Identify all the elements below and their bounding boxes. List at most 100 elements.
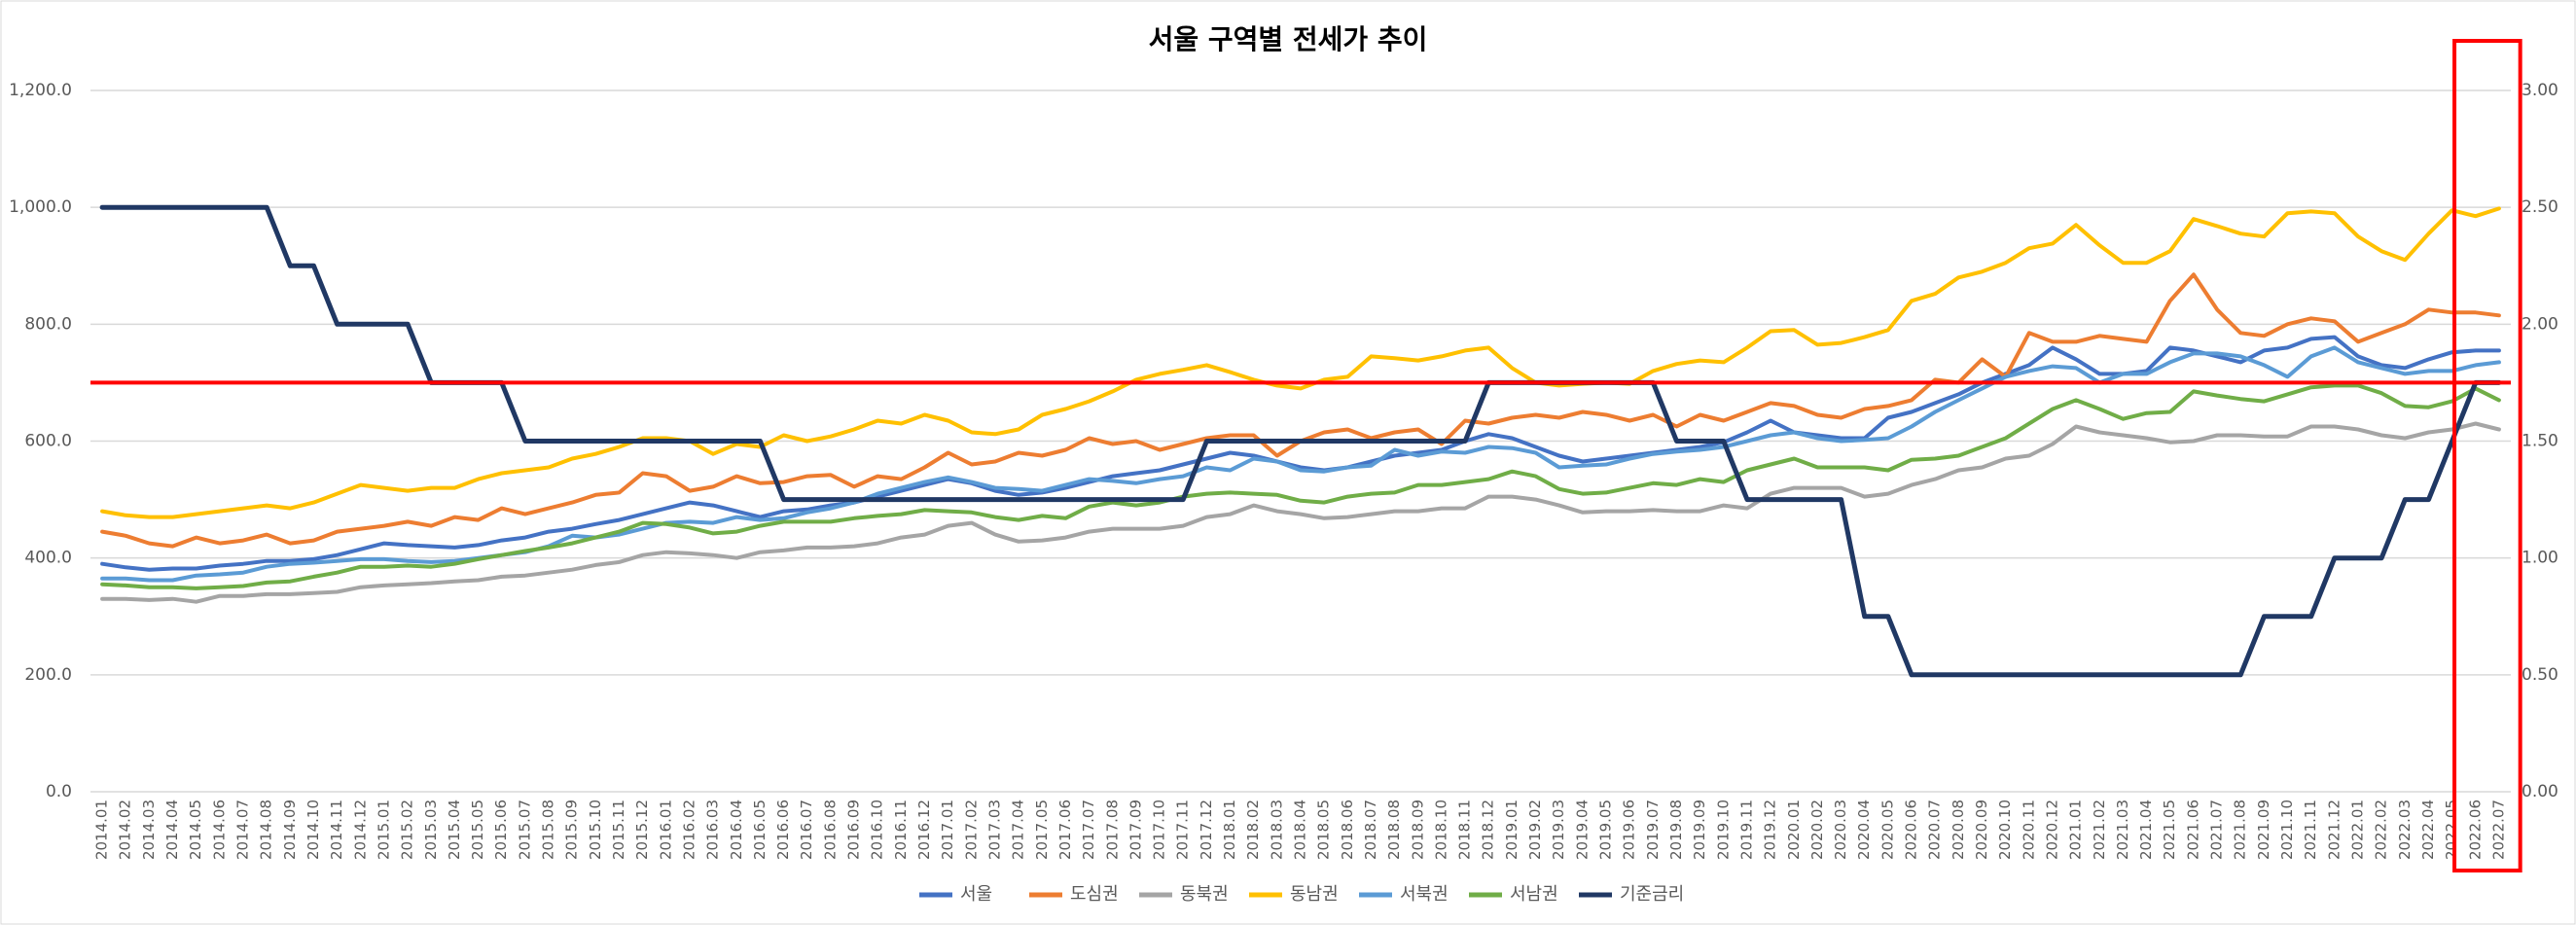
- x-tick-label: 2022.06: [2466, 800, 2484, 860]
- x-tick-label: 2014.06: [210, 800, 228, 860]
- x-tick-label: 2018.02: [1244, 800, 1262, 860]
- x-tick-label: 2020.02: [1808, 800, 1826, 860]
- x-tick-label: 2019.06: [1621, 800, 1638, 860]
- x-tick-label: 2020.01: [1785, 800, 1803, 860]
- x-tick-label: 2015.09: [563, 800, 581, 860]
- x-tick-label: 2016.08: [821, 800, 839, 860]
- y2-tick-label: 0.00: [2522, 782, 2558, 801]
- x-tick-label: 2018.06: [1339, 800, 1356, 860]
- legend-label: 동북권: [1180, 884, 1229, 905]
- x-tick-label: 2020.04: [1855, 800, 1873, 860]
- x-tick-label: 2015.02: [399, 800, 416, 860]
- y-tick-label: 200.0: [24, 665, 72, 685]
- x-tick-label: 2014.09: [281, 800, 299, 860]
- x-tick-label: 2020.12: [2043, 800, 2060, 860]
- x-tick-label: 2017.06: [1056, 800, 1074, 860]
- x-tick-label: 2018.01: [1221, 800, 1238, 860]
- x-tick-label: 2017.02: [962, 800, 980, 860]
- x-tick-label: 2021.01: [2067, 800, 2085, 860]
- y-tick-label: 600.0: [24, 432, 72, 451]
- legend-label: 기준금리: [1620, 884, 1684, 905]
- x-tick-label: 2022.07: [2489, 800, 2507, 860]
- x-tick-label: 2015.12: [633, 800, 651, 860]
- x-tick-label: 2018.03: [1268, 800, 1285, 860]
- legend-label: 서울: [960, 884, 992, 905]
- x-tick-label: 2017.03: [985, 800, 1003, 860]
- x-tick-label: 2022.03: [2396, 800, 2414, 860]
- y2-tick-label: 1.50: [2522, 432, 2558, 451]
- x-tick-label: 2014.05: [187, 800, 204, 860]
- x-tick-label: 2014.03: [140, 800, 158, 860]
- x-tick-label: 2020.09: [1973, 800, 1990, 860]
- x-tick-label: 2019.08: [1667, 800, 1685, 860]
- legend-label: 서북권: [1400, 884, 1449, 905]
- x-tick-label: 2016.10: [869, 800, 886, 860]
- x-tick-label: 2015.08: [540, 800, 557, 860]
- x-tick-label: 2018.04: [1292, 800, 1309, 860]
- x-tick-label: 2021.04: [2137, 800, 2155, 860]
- x-tick-label: 2021.02: [2091, 800, 2108, 860]
- y2-tick-label: 0.50: [2522, 665, 2558, 685]
- x-tick-label: 2017.08: [1103, 800, 1121, 860]
- x-tick-label: 2016.05: [751, 800, 769, 860]
- x-tick-label: 2021.12: [2325, 800, 2343, 860]
- x-tick-label: 2017.07: [1080, 800, 1097, 860]
- y2-tick-label: 2.00: [2522, 314, 2558, 334]
- x-tick-label: 2015.05: [469, 800, 486, 860]
- x-tick-label: 2018.12: [1480, 800, 1497, 860]
- x-tick-label: 2021.03: [2114, 800, 2131, 860]
- x-tick-label: 2019.07: [1644, 800, 1662, 860]
- x-tick-label: 2019.05: [1597, 800, 1615, 860]
- x-tick-label: 2019.09: [1691, 800, 1708, 860]
- y-tick-label: 800.0: [24, 314, 72, 334]
- x-tick-label: 2015.04: [446, 800, 463, 860]
- x-tick-label: 2016.12: [915, 800, 933, 860]
- y-tick-label: 400.0: [24, 549, 72, 568]
- x-tick-label: 2016.03: [704, 800, 722, 860]
- x-tick-label: 2022.04: [2419, 800, 2437, 860]
- x-tick-label: 2016.09: [845, 800, 863, 860]
- chart-title: 서울 구역별 전세가 추이: [1149, 23, 1428, 55]
- y-tick-label: 1,200.0: [9, 81, 72, 100]
- series-line: [100, 421, 2501, 604]
- x-tick-label: 2021.06: [2184, 800, 2201, 860]
- x-tick-label: 2019.03: [1550, 800, 1567, 860]
- x-tick-label: 2015.03: [422, 800, 440, 860]
- x-tick-label: 2019.12: [1762, 800, 1779, 860]
- x-tick-label: 2017.12: [1198, 800, 1215, 860]
- x-tick-label: 2015.06: [492, 800, 510, 860]
- x-tick-label: 2022.02: [2373, 800, 2390, 860]
- x-tick-label: 2016.04: [728, 800, 745, 860]
- x-tick-label: 2017.04: [1010, 800, 1027, 860]
- x-tick-label: 2014.10: [304, 800, 322, 860]
- x-tick-label: 2017.10: [1151, 800, 1168, 860]
- legend-label: 서남권: [1510, 884, 1558, 905]
- x-tick-label: 2021.08: [2232, 800, 2249, 860]
- x-tick-label: 2020.03: [1832, 800, 1849, 860]
- y-tick-label: 0.0: [46, 782, 72, 801]
- series-line: [100, 206, 2501, 519]
- x-tick-label: 2020.07: [1926, 800, 1944, 860]
- x-tick-label: 2014.02: [117, 800, 134, 860]
- x-tick-label: 2018.10: [1432, 800, 1449, 860]
- x-tick-label: 2020.10: [1996, 800, 2014, 860]
- x-tick-label: 2016.01: [657, 800, 674, 860]
- x-tick-label: 2018.11: [1456, 800, 1474, 860]
- x-tick-label: 2021.07: [2208, 800, 2226, 860]
- x-tick-label: 2015.01: [375, 800, 392, 860]
- x-tick-label: 2014.12: [351, 800, 369, 860]
- x-tick-label: 2020.11: [2020, 800, 2037, 860]
- x-tick-label: 2015.10: [587, 800, 604, 860]
- x-tick-label: 2022.05: [2443, 800, 2460, 860]
- x-tick-label: 2018.07: [1362, 800, 1379, 860]
- x-tick-label: 2017.11: [1174, 800, 1192, 860]
- x-tick-label: 2019.02: [1526, 800, 1544, 860]
- x-tick-label: 2017.05: [1033, 800, 1051, 860]
- x-tick-label: 2021.11: [2302, 800, 2319, 860]
- x-tick-label: 2016.06: [774, 800, 792, 860]
- x-tick-label: 2014.04: [163, 800, 181, 860]
- y2-tick-label: 3.00: [2522, 81, 2558, 100]
- x-tick-label: 2021.10: [2278, 800, 2296, 860]
- x-tick-label: 2018.09: [1409, 800, 1426, 860]
